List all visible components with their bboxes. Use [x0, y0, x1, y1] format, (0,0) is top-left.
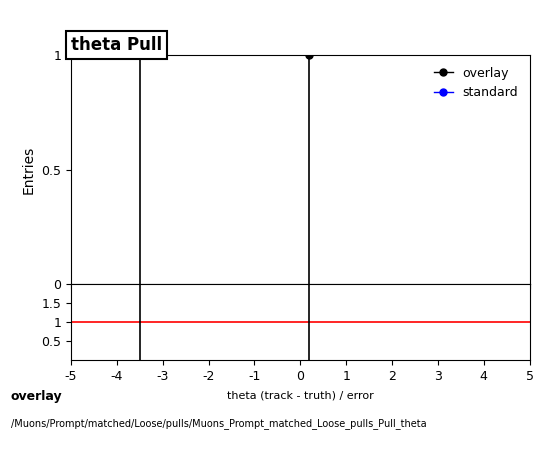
Text: theta Pull: theta Pull: [71, 36, 162, 54]
overlay: [306, 53, 313, 58]
Y-axis label: Entries: Entries: [22, 146, 35, 194]
Legend: overlay, standard: overlay, standard: [429, 62, 524, 104]
Text: theta (track - truth) / error: theta (track - truth) / error: [227, 390, 373, 401]
Line: overlay: overlay: [136, 52, 313, 59]
Text: overlay: overlay: [11, 390, 63, 403]
overlay: [136, 53, 143, 58]
Text: /Muons/Prompt/matched/Loose/pulls/Muons_Prompt_matched_Loose_pulls_Pull_theta: /Muons/Prompt/matched/Loose/pulls/Muons_…: [11, 418, 426, 429]
